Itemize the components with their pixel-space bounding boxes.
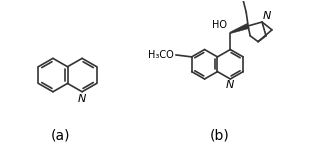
Text: (b): (b) — [210, 129, 229, 143]
Text: (a): (a) — [51, 129, 71, 143]
Text: N: N — [263, 11, 271, 21]
Text: HO: HO — [212, 20, 227, 30]
Text: N: N — [78, 94, 86, 104]
Text: H₃CO: H₃CO — [148, 50, 174, 60]
Text: N: N — [226, 81, 235, 90]
Polygon shape — [230, 23, 249, 34]
